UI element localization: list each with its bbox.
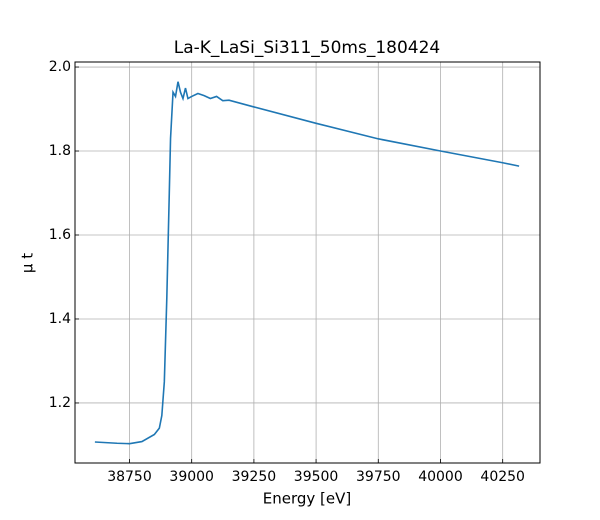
x-tick-label: 39250: [232, 469, 277, 485]
x-tick-label: 39750: [356, 469, 401, 485]
x-axis-label: Energy [eV]: [263, 490, 351, 508]
x-tick-label: 39000: [169, 469, 214, 485]
plot-frame: [74, 61, 541, 464]
x-tick-label: 39500: [294, 469, 339, 485]
x-tick-label: 38750: [107, 469, 152, 485]
y-tick-label: 1.6: [49, 227, 71, 243]
y-tick-label: 1.8: [49, 143, 71, 159]
x-tick-label: 40250: [480, 469, 525, 485]
y-tick-label: 1.2: [49, 395, 71, 411]
chart-title: La-K_LaSi_Si311_50ms_180424: [174, 38, 440, 58]
x-tick-label: 40000: [418, 469, 463, 485]
data-line: [94, 81, 520, 445]
y-axis-label: μ t: [19, 253, 37, 273]
y-tick-label: 1.4: [49, 311, 71, 327]
y-tick-label: 2.0: [49, 59, 71, 75]
